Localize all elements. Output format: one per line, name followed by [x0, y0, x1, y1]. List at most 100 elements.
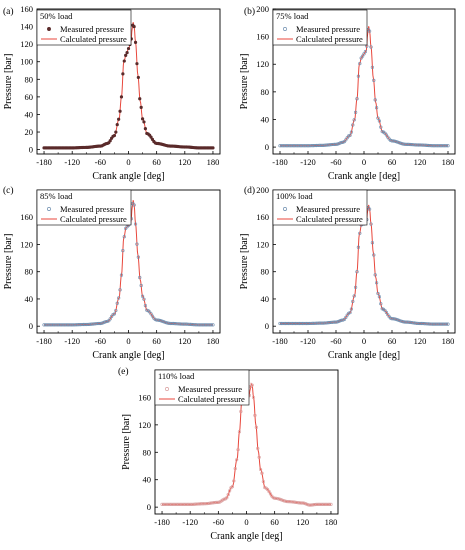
legend-marker-measured [165, 387, 169, 391]
measured-pressure-point [150, 137, 155, 141]
measured-pressure-point [232, 479, 236, 483]
y-tick-label: 160 [256, 212, 269, 222]
measured-pressure-point [132, 24, 136, 29]
x-tick-label: 120 [414, 336, 427, 346]
measured-pressure-point [398, 141, 403, 145]
panel-label: (d) [244, 185, 255, 196]
chart-panel-2: -180 -120 -60 0 60 120 180 0 40 80 120 160 Crank ang… [3, 185, 221, 361]
legend-marker-measured [47, 207, 51, 211]
measured-pressure-point [102, 320, 107, 324]
measured-pressure-point [400, 142, 404, 146]
x-tick-label: 120 [178, 157, 191, 167]
y-tick-label: 40 [261, 114, 270, 124]
measured-pressure-point [445, 322, 449, 326]
x-axis-label: Crank angle [deg] [328, 171, 400, 182]
measured-pressure-point [216, 500, 220, 504]
measured-pressure-point [375, 281, 379, 285]
measured-pressure-point [393, 317, 397, 321]
y-tick-label: 20 [25, 127, 34, 137]
measured-pressure-point [236, 448, 240, 452]
measured-pressure-point [211, 323, 215, 327]
y-tick-label: 120 [256, 59, 269, 69]
measured-pressure-point [115, 301, 119, 305]
legend-label-calculated: Calculated pressure [60, 214, 127, 224]
chart-panel-3: -180 -120 -60 0 60 120 180 0 40 80 120 160 200 Crank … [239, 185, 456, 361]
y-tick-label: 140 [20, 22, 33, 32]
y-axis-label: Pressure [bar] [3, 234, 14, 290]
measured-pressure-point [140, 294, 145, 298]
measured-pressure-point [226, 493, 230, 497]
x-tick-label: 60 [388, 336, 397, 346]
load-annotation: 75% load [276, 11, 309, 21]
measured-pressure-point [376, 291, 380, 296]
measured-pressure-point [301, 501, 305, 505]
y-tick-label: 80 [25, 267, 34, 277]
measured-pressure-point [361, 54, 365, 58]
x-tick-label: 60 [388, 157, 397, 167]
measured-pressure-point [135, 62, 139, 66]
measured-pressure-point [149, 312, 153, 316]
measured-pressure-point [260, 471, 264, 475]
measured-pressure-point [112, 312, 117, 316]
measured-pressure-point [143, 303, 147, 308]
x-tick-label: 180 [325, 517, 338, 527]
y-axis-label: Pressure [bar] [3, 54, 14, 110]
measured-pressure-point [164, 321, 169, 325]
measured-pressure-point [338, 319, 342, 323]
x-tick-label: 180 [442, 157, 455, 167]
measured-pressure-point [121, 249, 125, 253]
measured-pressure-point [384, 133, 389, 137]
x-tick-label: -120 [300, 157, 316, 167]
x-axis-label: Crank angle [deg] [328, 350, 400, 361]
measured-pressure-point [338, 141, 342, 145]
measured-pressure-point [393, 139, 397, 143]
measured-pressure-point [235, 458, 239, 462]
measured-pressure-point [398, 319, 403, 323]
legend-marker-measured [283, 27, 287, 31]
measured-pressure-point [149, 135, 153, 139]
y-tick-label: 40 [25, 294, 34, 304]
measured-pressure-point [356, 74, 361, 78]
measured-pressure-point [368, 29, 372, 33]
y-tick-label: 0 [29, 145, 33, 155]
y-tick-label: 160 [138, 392, 151, 402]
y-tick-label: 0 [147, 502, 151, 512]
measured-pressure-point [156, 318, 160, 322]
measured-pressure-point [108, 317, 112, 321]
measured-pressure-point [143, 127, 147, 131]
load-annotation: 50% load [40, 11, 73, 21]
measured-pressure-point [277, 497, 281, 501]
measured-pressure-point [136, 75, 140, 80]
y-tick-label: 160 [256, 32, 269, 42]
load-annotation: 110% load [158, 371, 195, 381]
measured-pressure-point [384, 310, 389, 315]
measured-pressure-point [362, 52, 366, 56]
measured-pressure-point [334, 320, 338, 324]
y-tick-label: 200 [256, 4, 269, 14]
measured-pressure-point [369, 45, 373, 49]
measured-pressure-point [162, 320, 166, 324]
measured-pressure-point [211, 146, 215, 150]
measured-pressure-point [358, 61, 362, 66]
measured-pressure-point [163, 320, 167, 324]
chart-panel-4: -180 -120 -60 0 60 120 180 0 40 80 120 160 Crank ang… [118, 366, 339, 542]
legend-label-measured: Measured pressure [296, 204, 360, 214]
measured-pressure-point [239, 409, 243, 414]
measured-pressure-point [335, 142, 340, 146]
y-axis-label: Pressure [bar] [121, 414, 132, 470]
measured-pressure-point [369, 222, 373, 226]
measured-pressure-point [140, 117, 145, 121]
measured-pressure-point [355, 97, 359, 101]
measured-pressure-point [356, 245, 361, 249]
y-tick-label: 40 [25, 109, 34, 119]
y-tick-label: 120 [138, 420, 151, 430]
measured-pressure-point [372, 253, 376, 257]
legend-label-calculated: Calculated pressure [60, 34, 127, 44]
x-tick-label: 0 [126, 157, 130, 167]
y-tick-label: 0 [265, 321, 269, 331]
x-tick-label: 60 [152, 336, 161, 346]
x-tick-label: 0 [362, 336, 366, 346]
x-tick-label: -120 [64, 336, 80, 346]
measured-pressure-point [274, 496, 278, 500]
